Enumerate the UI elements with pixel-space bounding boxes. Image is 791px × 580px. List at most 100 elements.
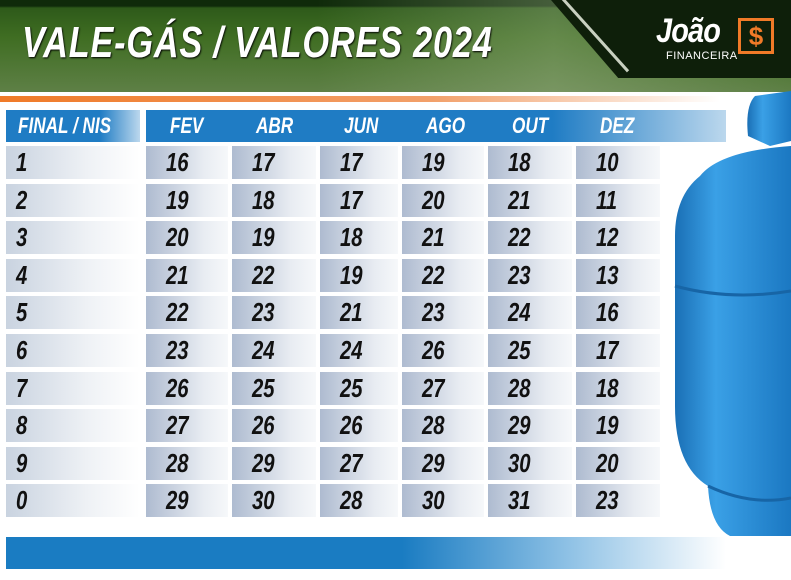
payment-day: 30 bbox=[508, 447, 531, 478]
payment-day: 21 bbox=[166, 259, 189, 290]
payment-day: 24 bbox=[340, 335, 363, 365]
table-header-corner-bg bbox=[6, 110, 140, 142]
payment-day: 20 bbox=[166, 222, 189, 253]
payment-day: 24 bbox=[252, 335, 275, 365]
table-cell: 12 bbox=[576, 221, 660, 255]
row-label-final: 5 bbox=[6, 296, 140, 330]
row-label-final: 3 bbox=[6, 221, 140, 255]
payment-day: 13 bbox=[596, 259, 619, 290]
final-digit: 4 bbox=[16, 259, 28, 290]
table-cell: 21 bbox=[146, 258, 228, 292]
payment-day: 26 bbox=[166, 372, 189, 403]
payment-day: 19 bbox=[422, 147, 445, 177]
payment-day: 28 bbox=[422, 410, 445, 441]
table-cell: 17 bbox=[320, 146, 398, 179]
payment-day: 27 bbox=[166, 410, 189, 441]
table-cell: 19 bbox=[402, 146, 484, 179]
payment-day: 29 bbox=[508, 410, 531, 441]
table-cell: 25 bbox=[232, 371, 316, 405]
row-label-final: 8 bbox=[6, 409, 140, 443]
table-cell: 19 bbox=[576, 409, 660, 443]
table-cell: 29 bbox=[232, 446, 316, 480]
table-cell: 22 bbox=[146, 296, 228, 330]
table-cell: 20 bbox=[146, 221, 228, 255]
payment-day: 17 bbox=[340, 184, 363, 215]
row-label-final: 2 bbox=[6, 183, 140, 217]
payment-day: 22 bbox=[422, 259, 445, 290]
row-label-final: 1 bbox=[6, 146, 140, 179]
payment-day: 25 bbox=[252, 372, 275, 403]
table-cell: 29 bbox=[146, 484, 228, 518]
payment-day: 26 bbox=[252, 410, 275, 441]
final-digit: 8 bbox=[16, 410, 28, 441]
table-cell: 17 bbox=[232, 146, 316, 179]
payment-day: 21 bbox=[508, 184, 531, 215]
payment-day: 20 bbox=[596, 447, 619, 478]
payment-day: 18 bbox=[596, 372, 619, 403]
table-cell: 24 bbox=[320, 334, 398, 367]
table-cell: 20 bbox=[402, 183, 484, 217]
payment-day: 22 bbox=[166, 297, 189, 328]
table-cell: 17 bbox=[576, 334, 660, 367]
column-header-jun: JUN bbox=[344, 113, 379, 138]
row-label-final: 4 bbox=[6, 258, 140, 292]
table-header-bg bbox=[146, 110, 726, 142]
payment-day: 16 bbox=[166, 147, 189, 177]
table-cell: 25 bbox=[320, 371, 398, 405]
payment-day: 28 bbox=[340, 485, 363, 516]
payment-day: 19 bbox=[596, 410, 619, 441]
table-cell: 28 bbox=[488, 371, 572, 405]
column-header-fev: FEV bbox=[170, 113, 204, 138]
logo-subtitle: FINANCEIRA bbox=[666, 50, 738, 62]
payment-day: 18 bbox=[340, 222, 363, 253]
payment-day: 30 bbox=[422, 485, 445, 516]
payment-day: 17 bbox=[340, 147, 363, 177]
table-cell: 22 bbox=[488, 221, 572, 255]
final-digit: 5 bbox=[16, 297, 28, 328]
row-label-final: 9 bbox=[6, 446, 140, 480]
payment-day: 16 bbox=[596, 297, 619, 328]
row-label-final: 7 bbox=[6, 371, 140, 405]
table-cell: 28 bbox=[320, 484, 398, 518]
table-cell: 23 bbox=[146, 334, 228, 367]
payment-day: 25 bbox=[508, 335, 531, 365]
table-cell: 25 bbox=[488, 334, 572, 367]
column-header-abr: ABR bbox=[256, 113, 294, 138]
table-cell: 13 bbox=[576, 258, 660, 292]
gas-cylinder-image bbox=[674, 91, 791, 536]
table-cell: 29 bbox=[488, 409, 572, 443]
table-cell: 11 bbox=[576, 183, 660, 217]
table-cell: 18 bbox=[488, 146, 572, 179]
final-digit: 3 bbox=[16, 222, 28, 253]
table-cell: 26 bbox=[232, 409, 316, 443]
payment-day: 10 bbox=[596, 147, 619, 177]
final-digit: 2 bbox=[16, 184, 28, 215]
final-digit: 7 bbox=[16, 372, 28, 403]
payment-day: 28 bbox=[166, 447, 189, 478]
payment-day: 27 bbox=[422, 372, 445, 403]
table-cell: 18 bbox=[232, 183, 316, 217]
table-cell: 19 bbox=[146, 183, 228, 217]
payment-day: 29 bbox=[422, 447, 445, 478]
table-cell: 10 bbox=[576, 146, 660, 179]
logo-name: João bbox=[656, 12, 721, 50]
payment-day: 21 bbox=[340, 297, 363, 328]
table-cell: 24 bbox=[232, 334, 316, 367]
table-cell: 23 bbox=[576, 484, 660, 518]
column-header-final-nis: FINAL / NIS bbox=[18, 113, 112, 138]
payment-day: 27 bbox=[340, 447, 363, 478]
table-cell: 28 bbox=[402, 409, 484, 443]
payment-day: 23 bbox=[596, 485, 619, 516]
table-cell: 23 bbox=[488, 258, 572, 292]
payment-day: 29 bbox=[166, 485, 189, 516]
table-cell: 27 bbox=[146, 409, 228, 443]
table-cell: 22 bbox=[232, 258, 316, 292]
table-cell: 30 bbox=[232, 484, 316, 518]
orange-divider bbox=[0, 96, 720, 102]
table-cell: 27 bbox=[320, 446, 398, 480]
table-cell: 16 bbox=[146, 146, 228, 179]
payment-day: 19 bbox=[252, 222, 275, 253]
footer-bar bbox=[6, 537, 726, 569]
payment-day: 23 bbox=[508, 259, 531, 290]
table-cell: 20 bbox=[576, 446, 660, 480]
